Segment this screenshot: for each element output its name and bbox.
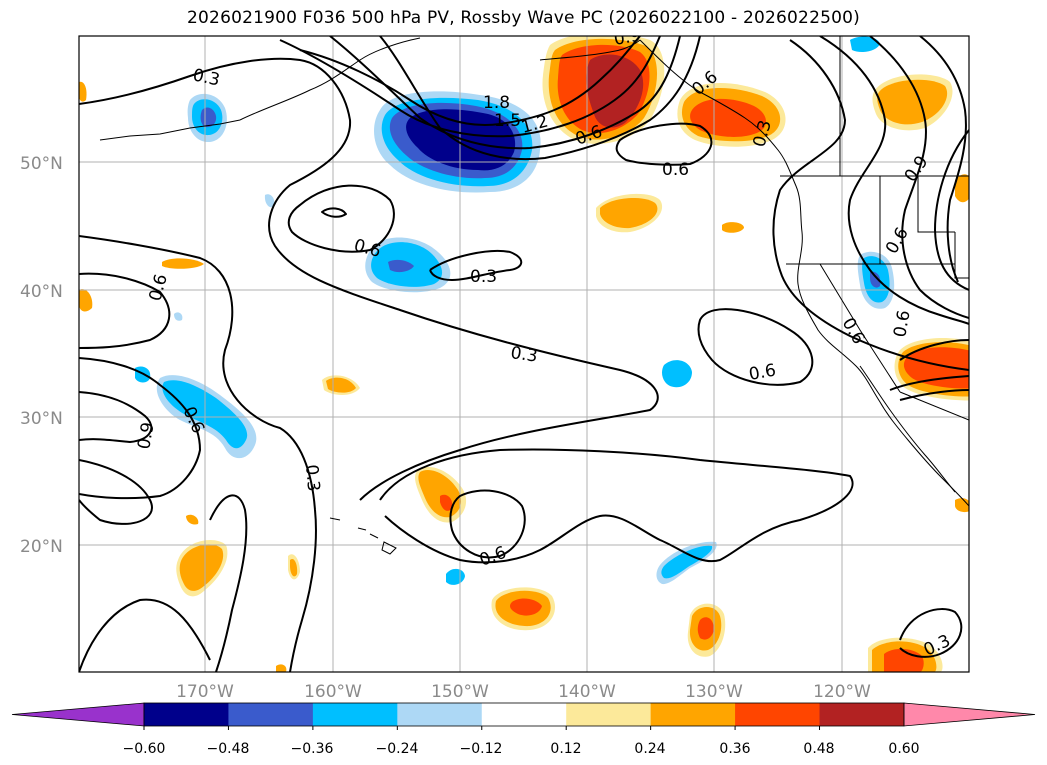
colorbar-tick-label: −0.60 bbox=[123, 741, 166, 757]
positive-anomaly-northeast-pacific bbox=[596, 193, 663, 233]
contour-label: 0.9 bbox=[612, 26, 642, 50]
latitude-labels: 50°N 40°N 30°N 20°N bbox=[20, 154, 63, 557]
positive-anomaly-small-10 bbox=[276, 664, 287, 672]
negative-anomaly-small-4 bbox=[850, 36, 880, 52]
colorbar-tick-label: −0.24 bbox=[376, 741, 419, 757]
colorbar-extend-min bbox=[11, 702, 145, 727]
lon-label: 130°W bbox=[685, 682, 743, 702]
lon-label: 170°W bbox=[176, 682, 234, 702]
contour-label: 0.3 bbox=[509, 343, 539, 367]
lat-label: 30°N bbox=[20, 409, 63, 429]
lat-label: 20°N bbox=[20, 537, 63, 557]
contour-label: 0.6 bbox=[662, 160, 689, 180]
contour-label: 0.9 bbox=[134, 421, 158, 451]
negative-anomaly-small-6 bbox=[174, 312, 183, 321]
longitude-labels: 170°W 160°W 150°W 140°W 130°W 120°W bbox=[176, 682, 871, 702]
colorbar-segment bbox=[819, 703, 905, 726]
contour-label: 0.6 bbox=[890, 309, 914, 339]
lon-label: 160°W bbox=[304, 682, 362, 702]
positive-anomaly-small-5 bbox=[79, 81, 87, 102]
colorbar-tick-label: 0.24 bbox=[634, 741, 665, 757]
contour-label: 0.6 bbox=[747, 361, 777, 385]
lat-label: 40°N bbox=[20, 282, 63, 302]
positive-anomaly-northern-rockies bbox=[872, 74, 953, 131]
colorbar-segment bbox=[481, 703, 567, 726]
positive-anomaly-tropical-east bbox=[687, 603, 726, 657]
colorbar-segment bbox=[312, 703, 398, 726]
colorbar-tick-label: 0.60 bbox=[888, 741, 919, 757]
colorbar-tick-label: 0.48 bbox=[803, 741, 834, 757]
lat-label: 50°N bbox=[20, 154, 63, 174]
colorbar-segment bbox=[397, 703, 483, 726]
lon-label: 120°W bbox=[813, 682, 871, 702]
contour-label: 1.5 bbox=[494, 111, 521, 131]
lon-label: 150°W bbox=[431, 682, 489, 702]
negative-anomaly-central-pacific bbox=[365, 237, 451, 293]
lon-label: 140°W bbox=[558, 682, 616, 702]
colorbar-segment bbox=[566, 703, 652, 726]
colorbar-tick-labels: −0.60 −0.48 −0.36 −0.24 −0.12 0.12 0.24 … bbox=[123, 741, 920, 757]
map-frame bbox=[78, 35, 970, 673]
negative-anomaly-small-1 bbox=[662, 360, 692, 388]
colorbar-tick-label: −0.48 bbox=[207, 741, 250, 757]
colorbar-tick-label: −0.36 bbox=[291, 741, 334, 757]
coastlines bbox=[99, 36, 969, 555]
negative-anomaly-aleutian bbox=[187, 93, 227, 143]
negative-anomaly-small-5 bbox=[264, 194, 275, 208]
positive-anomaly-gulf-of-alaska-east bbox=[542, 36, 665, 144]
positive-anomaly-bc-coast bbox=[677, 82, 786, 147]
positive-anomaly-small-4 bbox=[79, 289, 93, 312]
positive-anomaly-tropical-central bbox=[491, 587, 556, 631]
contour-label: 0.3 bbox=[301, 464, 323, 493]
positive-anomaly-small-7 bbox=[186, 514, 199, 525]
colorbar-segment bbox=[735, 703, 821, 726]
colorbar bbox=[11, 702, 1036, 730]
colorbar-extend-max bbox=[903, 702, 1036, 727]
positive-anomaly-hawaii-west bbox=[176, 540, 228, 597]
positive-anomaly-subtropical-central bbox=[415, 466, 467, 523]
map-title: 2026021900 F036 500 hPa PV, Rossby Wave … bbox=[187, 8, 860, 28]
positive-anomaly-small-9 bbox=[955, 174, 969, 203]
contour-label: 0.3 bbox=[470, 267, 497, 287]
colorbar-segment bbox=[228, 703, 314, 726]
colorbar-tick-label: −0.12 bbox=[460, 741, 503, 757]
pv-contours bbox=[79, 36, 969, 672]
colorbar-segment bbox=[144, 703, 229, 726]
map-panel: 0.3 1.8 1.5 1.2 0.6 0.6 0.6 0.3 0.3 0.6 … bbox=[79, 26, 969, 672]
colorbar-tick-label: 0.36 bbox=[719, 741, 750, 757]
positive-anomaly-small-3 bbox=[162, 258, 204, 269]
colorbar-outline bbox=[143, 702, 905, 727]
colorbar-tick-label: 0.12 bbox=[550, 741, 581, 757]
positive-anomaly-small-1 bbox=[722, 222, 744, 233]
colorbar-segment bbox=[650, 703, 736, 726]
contour-label: 1.8 bbox=[483, 93, 510, 113]
